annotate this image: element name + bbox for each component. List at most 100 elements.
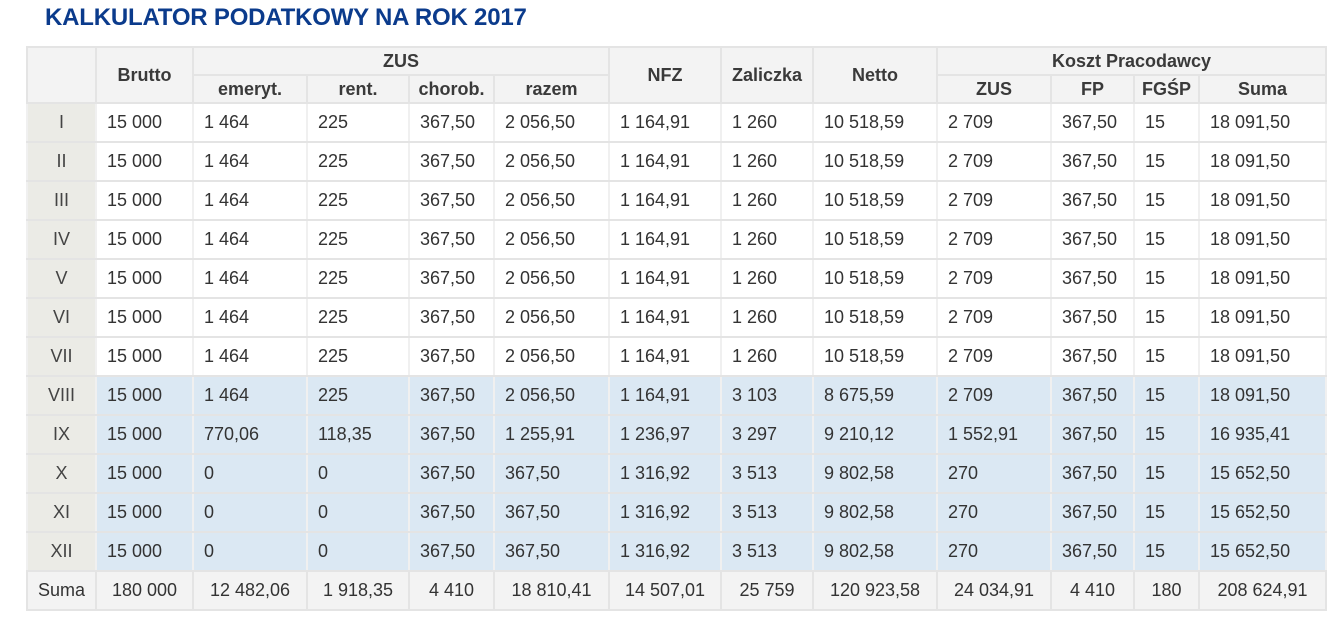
table-cell: 367,50: [408, 180, 495, 221]
table-cell: 2 709: [936, 219, 1052, 260]
sum-cell: 120 923,58: [812, 570, 938, 611]
table-cell: 270: [936, 453, 1052, 494]
header-zus-razem: razem: [493, 74, 610, 104]
table-row: V 15 000 1 464 225 367,50 2 056,50 1 164,91 1 2…: [26, 258, 1327, 299]
month-cell: V: [26, 258, 97, 299]
sum-cell: 180 000: [95, 570, 194, 611]
table-cell: 1 260: [720, 258, 814, 299]
table-cell: 15 000: [95, 492, 194, 533]
table-cell: 118,35: [306, 414, 410, 455]
sum-cell: 4 410: [1050, 570, 1135, 611]
header-zaliczka: Zaliczka: [720, 46, 814, 104]
table-cell: 1 464: [192, 297, 308, 338]
table-cell: 1 260: [720, 297, 814, 338]
table-cell: 15 000: [95, 258, 194, 299]
table-cell: 8 675,59: [812, 375, 938, 416]
table-cell: 18 091,50: [1198, 141, 1327, 182]
table-cell: 2 709: [936, 297, 1052, 338]
table-cell: 225: [306, 258, 410, 299]
table-cell: 2 056,50: [493, 297, 610, 338]
table-cell: 367,50: [1050, 492, 1135, 533]
table-cell: 2 056,50: [493, 375, 610, 416]
table-cell: 1 464: [192, 258, 308, 299]
table-cell: 367,50: [493, 531, 610, 572]
header-zus-rent: rent.: [306, 74, 410, 104]
sum-cell: 1 918,35: [306, 570, 410, 611]
table-cell: 0: [306, 492, 410, 533]
table-cell: 15 000: [95, 531, 194, 572]
month-cell: IV: [26, 219, 97, 260]
table-cell: 9 802,58: [812, 453, 938, 494]
table-cell: 2 056,50: [493, 141, 610, 182]
page-title: KALKULATOR PODATKOWY NA ROK 2017: [45, 4, 527, 31]
table-cell: 1 260: [720, 141, 814, 182]
table-cell: 2 056,50: [493, 102, 610, 143]
table-cell: 367,50: [408, 531, 495, 572]
table-row: XI 15 000 0 0 367,50 367,50 1 316,92 3 513 9 802…: [26, 492, 1327, 533]
sum-cell: 24 034,91: [936, 570, 1052, 611]
table-cell: 1 464: [192, 180, 308, 221]
table-cell: 18 091,50: [1198, 102, 1327, 143]
table-cell: 367,50: [1050, 141, 1135, 182]
table-cell: 367,50: [1050, 102, 1135, 143]
sum-cell: 25 759: [720, 570, 814, 611]
table-cell: 10 518,59: [812, 102, 938, 143]
table-cell: 0: [306, 531, 410, 572]
table-cell: 15: [1133, 375, 1200, 416]
table-cell: 1 164,91: [608, 180, 722, 221]
table-cell: 10 518,59: [812, 297, 938, 338]
table-cell: 270: [936, 531, 1052, 572]
table-cell: 367,50: [1050, 219, 1135, 260]
header-nfz: NFZ: [608, 46, 722, 104]
table-row: I 15 000 1 464 225 367,50 2 056,50 1 164,91 1 2…: [26, 102, 1327, 143]
table-cell: 15 000: [95, 297, 194, 338]
month-cell: XII: [26, 531, 97, 572]
table-cell: 3 513: [720, 453, 814, 494]
table-cell: 367,50: [408, 219, 495, 260]
table-cell: 1 316,92: [608, 492, 722, 533]
table-cell: 367,50: [493, 492, 610, 533]
table-cell: 0: [192, 453, 308, 494]
table-row: X 15 000 0 0 367,50 367,50 1 316,92 3 513 9 802,…: [26, 453, 1327, 494]
table-cell: 18 091,50: [1198, 375, 1327, 416]
table-cell: 367,50: [408, 414, 495, 455]
sum-cell: 180: [1133, 570, 1200, 611]
sum-cell: 4 410: [408, 570, 495, 611]
header-zus: ZUS: [192, 46, 610, 76]
table-row: IV 15 000 1 464 225 367,50 2 056,50 1 164,91 1 …: [26, 219, 1327, 260]
table-cell: 15 000: [95, 141, 194, 182]
table-cell: 16 935,41: [1198, 414, 1327, 455]
table-cell: 15 000: [95, 180, 194, 221]
header-koszt-zus: ZUS: [936, 74, 1052, 104]
table-cell: 18 091,50: [1198, 336, 1327, 377]
table-cell: 1 236,97: [608, 414, 722, 455]
table-cell: 225: [306, 141, 410, 182]
table-cell: 1 164,91: [608, 336, 722, 377]
table-cell: 367,50: [408, 492, 495, 533]
table-cell: 367,50: [493, 453, 610, 494]
table-cell: 2 709: [936, 141, 1052, 182]
table-cell: 15 000: [95, 102, 194, 143]
table-cell: 2 709: [936, 258, 1052, 299]
table-cell: 15 652,50: [1198, 492, 1327, 533]
table-cell: 15 000: [95, 219, 194, 260]
table-cell: 2 056,50: [493, 258, 610, 299]
table-cell: 15: [1133, 180, 1200, 221]
table-cell: 15: [1133, 414, 1200, 455]
table-cell: 15 000: [95, 453, 194, 494]
table-cell: 1 164,91: [608, 141, 722, 182]
table-cell: 1 260: [720, 102, 814, 143]
table-cell: 3 297: [720, 414, 814, 455]
table-cell: 3 103: [720, 375, 814, 416]
table-cell: 15 000: [95, 414, 194, 455]
table-cell: 15: [1133, 219, 1200, 260]
table-cell: 225: [306, 102, 410, 143]
table-cell: 0: [306, 453, 410, 494]
sum-cell: 208 624,91: [1198, 570, 1327, 611]
table-cell: 1 164,91: [608, 219, 722, 260]
month-cell: I: [26, 102, 97, 143]
tax-calculator-table: Brutto ZUS NFZ Zaliczka Netto Koszt Prac…: [26, 46, 1327, 611]
table-cell: 15: [1133, 102, 1200, 143]
table-cell: 1 316,92: [608, 453, 722, 494]
table-cell: 1 464: [192, 375, 308, 416]
